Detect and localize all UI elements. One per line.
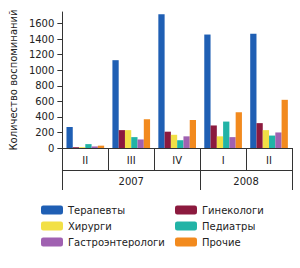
svg-text:III: III [127,155,136,166]
svg-text:200: 200 [35,127,54,138]
svg-text:IV: IV [172,155,182,166]
svg-text:Количество воспоминаний: Количество воспоминаний [8,9,19,150]
svg-text:I: I [222,155,225,166]
svg-text:400: 400 [35,111,54,122]
svg-text:II: II [82,155,88,166]
svg-text:1000: 1000 [29,65,54,76]
svg-text:Хирурги: Хирурги [68,221,112,232]
svg-text:II: II [266,155,272,166]
svg-text:Терапевты: Терапевты [67,205,125,216]
svg-text:0: 0 [48,143,54,154]
svg-text:2008: 2008 [233,176,258,187]
svg-text:Прочие: Прочие [202,237,241,248]
svg-text:Педиатры: Педиатры [202,221,255,232]
svg-text:1400: 1400 [29,34,54,45]
svg-text:600: 600 [35,96,54,107]
svg-text:1600: 1600 [29,18,54,29]
svg-text:2007: 2007 [119,176,144,187]
svg-text:Гинекологи: Гинекологи [202,205,264,216]
svg-text:1200: 1200 [29,49,54,60]
svg-text:Гастроэнтерологи: Гастроэнтерологи [68,237,165,248]
svg-text:800: 800 [35,80,54,91]
